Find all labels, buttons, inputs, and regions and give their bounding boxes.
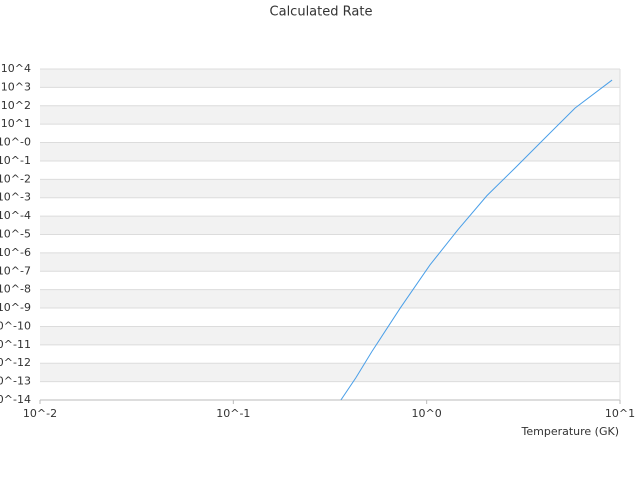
y-tick-label: 10^-9 xyxy=(0,301,31,314)
x-tick-label: 10^0 xyxy=(412,407,442,420)
grid-band xyxy=(40,142,620,161)
y-tick-label: 10^-4 xyxy=(0,209,31,222)
x-tick-label: 10^-1 xyxy=(216,407,250,420)
y-tick-label: 10^-1 xyxy=(0,154,31,167)
y-tick-label: 10^2 xyxy=(1,99,31,112)
grid-band xyxy=(40,179,620,198)
y-tick-label: 10^-5 xyxy=(0,228,31,241)
y-tick-label: 10^-6 xyxy=(0,246,31,259)
y-tick-label: 10^-3 xyxy=(0,191,31,204)
y-tick-label: 10^-12 xyxy=(0,356,31,369)
y-tick-label: 10^-11 xyxy=(0,338,31,351)
grid-band xyxy=(40,326,620,345)
data-line xyxy=(340,79,613,400)
grid-band xyxy=(40,216,620,235)
grid-band xyxy=(40,252,620,272)
grid-band xyxy=(40,289,620,309)
y-tick-label: 10^-0 xyxy=(0,136,31,149)
y-tick-label: 10^-7 xyxy=(0,264,31,277)
grid-band xyxy=(40,105,620,125)
y-tick-label: 10^3 xyxy=(1,80,31,93)
x-tick-label: 10^1 xyxy=(605,407,635,420)
y-tick-label: 10^1 xyxy=(1,117,31,130)
x-axis-label: Temperature (GK) xyxy=(521,425,620,438)
y-tick-label: 10^-13 xyxy=(0,375,31,388)
grid-band xyxy=(40,69,620,88)
chart-title: Calculated Rate xyxy=(270,5,373,20)
x-tick-label: 10^-2 xyxy=(23,407,57,420)
y-tick-label: 10^-14 xyxy=(0,393,31,406)
y-tick-label: 10^-10 xyxy=(0,319,31,332)
y-tick-label: 10^-2 xyxy=(0,172,31,185)
y-tick-label: 10^4 xyxy=(1,62,31,75)
grid-band xyxy=(40,363,620,382)
y-tick-label: 10^-8 xyxy=(0,283,31,296)
